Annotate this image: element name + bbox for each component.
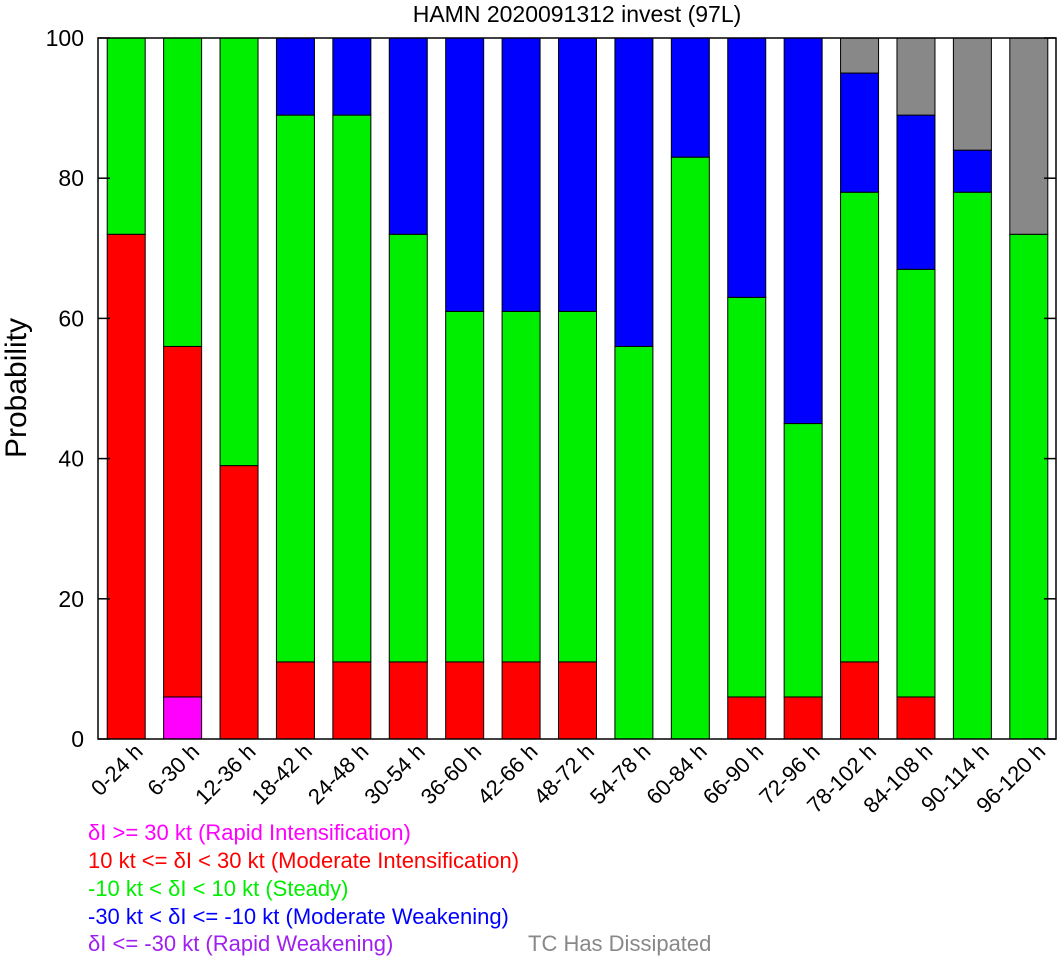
bar-segment bbox=[388, 661, 428, 740]
bar-segment bbox=[1009, 233, 1049, 740]
bar-segment bbox=[445, 37, 485, 312]
bar-segment bbox=[614, 37, 654, 347]
bar-segment bbox=[445, 310, 485, 663]
bar-segment bbox=[1009, 37, 1049, 235]
bar-segment bbox=[896, 114, 936, 270]
x-tick-label: 66-90 h bbox=[698, 739, 768, 809]
legend-entry-dissipated: TC Has Dissipated bbox=[528, 931, 712, 956]
x-tick-label: 42-66 h bbox=[472, 739, 542, 809]
y-tick-label: 40 bbox=[58, 446, 84, 472]
bar-segment bbox=[727, 296, 767, 698]
bar-segment bbox=[275, 37, 315, 116]
x-tick-label: 24-48 h bbox=[303, 739, 373, 809]
bar-segment bbox=[952, 37, 992, 151]
bar-segment bbox=[388, 233, 428, 663]
y-tick-label: 80 bbox=[58, 165, 84, 191]
bar-segment bbox=[275, 661, 315, 740]
legend-entry-moderate-intensification: 10 kt <= δI < 30 kt (Moderate Intensific… bbox=[88, 848, 520, 873]
bar-segment bbox=[275, 114, 315, 663]
x-tick-label: 48-72 h bbox=[529, 739, 599, 809]
stacked-bar-chart: HAMN 2020091312 invest (97L) Probability… bbox=[0, 1, 1057, 818]
bar-segment bbox=[896, 268, 936, 698]
plot-frame bbox=[97, 37, 1057, 740]
bar-segment bbox=[501, 661, 541, 740]
x-tick-label: 36-60 h bbox=[416, 739, 486, 809]
y-tick-label: 0 bbox=[71, 726, 84, 752]
x-tick-label: 60-84 h bbox=[641, 739, 711, 809]
bars-group bbox=[106, 37, 1049, 740]
x-tick-label: 54-78 h bbox=[585, 739, 655, 809]
bar-segment bbox=[332, 114, 372, 663]
bar-segment bbox=[952, 191, 992, 740]
bar-segment bbox=[388, 37, 428, 235]
x-tick-label: 18-42 h bbox=[247, 739, 317, 809]
y-axis-label: Probability bbox=[0, 318, 33, 458]
bar-segment bbox=[840, 37, 880, 74]
legend-entry-moderate-weakening: -30 kt < δI <= -10 kt (Moderate Weakenin… bbox=[88, 904, 509, 929]
bar-segment bbox=[558, 37, 597, 312]
bar-segment bbox=[219, 37, 259, 467]
x-tick-label: 12-36 h bbox=[190, 739, 260, 809]
bar-segment bbox=[332, 661, 372, 740]
legend-entry-rapid-intensification: δI >= 30 kt (Rapid Intensification) bbox=[88, 820, 411, 845]
bar-segment bbox=[727, 696, 767, 740]
bar-segment bbox=[840, 661, 880, 740]
legend-entry-steady: -10 kt < δI < 10 kt (Steady) bbox=[88, 876, 349, 901]
bar-segment bbox=[558, 661, 597, 740]
x-tick-label: 0-24 h bbox=[86, 739, 148, 801]
bar-segment bbox=[670, 37, 710, 158]
bar-segment bbox=[106, 233, 146, 740]
bar-segment bbox=[670, 156, 710, 740]
bar-segment bbox=[840, 72, 880, 193]
y-tick-label: 60 bbox=[58, 305, 84, 331]
bar-segment bbox=[501, 37, 541, 312]
bar-segment bbox=[332, 37, 372, 116]
bar-segment bbox=[163, 345, 203, 698]
bar-segment bbox=[445, 661, 485, 740]
legend-entry-rapid-weakening: δI <= -30 kt (Rapid Weakening) bbox=[88, 931, 394, 956]
bar-segment bbox=[783, 423, 823, 698]
bar-segment bbox=[896, 37, 936, 116]
bar-segment bbox=[783, 696, 823, 740]
bar-segment bbox=[106, 37, 146, 235]
x-tick-label: 30-54 h bbox=[359, 739, 429, 809]
bar-segment bbox=[219, 465, 259, 740]
bar-segment bbox=[614, 345, 654, 740]
bar-segment bbox=[896, 696, 936, 740]
y-tick-label: 100 bbox=[46, 25, 84, 51]
bar-segment bbox=[783, 37, 823, 425]
bar-segment bbox=[840, 191, 880, 663]
bar-segment bbox=[163, 37, 203, 347]
bar-segment bbox=[163, 696, 203, 740]
y-tick-label: 20 bbox=[58, 586, 84, 612]
bar-segment bbox=[727, 37, 767, 298]
bar-segment bbox=[558, 310, 597, 663]
bar-segment bbox=[952, 149, 992, 193]
chart-title: HAMN 2020091312 invest (97L) bbox=[413, 1, 742, 27]
bar-segment bbox=[501, 310, 541, 663]
